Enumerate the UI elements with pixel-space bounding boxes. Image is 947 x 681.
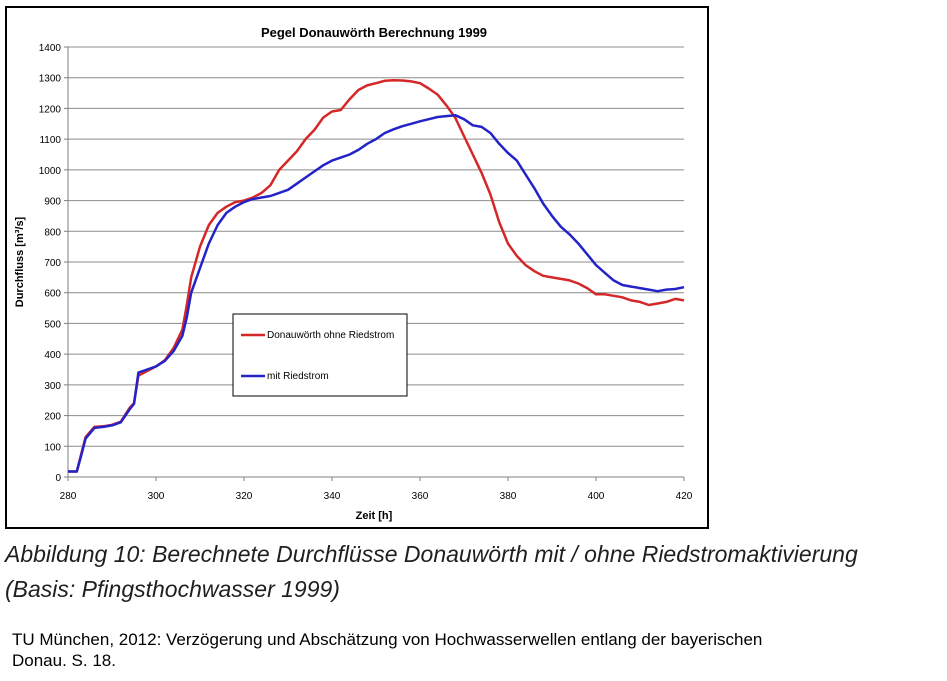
x-tick-label-400: 400 <box>588 491 605 502</box>
chart-title: Pegel Donauwörth Berechnung 1999 <box>261 25 487 40</box>
y-tick-label-500: 500 <box>44 319 61 330</box>
y-tick-label-100: 100 <box>44 442 61 453</box>
y-tick-label-900: 900 <box>44 197 61 208</box>
x-tick-label-360: 360 <box>412 491 429 502</box>
y-tick-label-1000: 1000 <box>39 166 62 177</box>
y-tick-label-700: 700 <box>44 258 61 269</box>
x-tick-label-340: 340 <box>324 491 341 502</box>
x-tick-label-320: 320 <box>236 491 253 502</box>
y-tick-label-600: 600 <box>44 289 61 300</box>
y-tick-label-0: 0 <box>55 473 61 484</box>
x-axis-label: Zeit [h] <box>356 510 393 522</box>
y-tick-label-1100: 1100 <box>39 135 61 146</box>
source-citation-line-1: TU München, 2012: Verzögerung und Abschä… <box>12 630 763 649</box>
series-line-1 <box>68 113 685 473</box>
figure-caption-line-2: (Basis: Pfingsthochwasser 1999) <box>5 576 340 602</box>
chart: 0 100 200 300 400 500 600 700 800 900 1000 1100 1200… <box>14 25 693 522</box>
x-tick-label-280: 280 <box>60 491 77 502</box>
source-citation-line-2: Donau. S. 18. <box>12 651 116 670</box>
y-axis-label: Durchfluss [m³/s] <box>14 216 26 307</box>
y-tick-label-800: 800 <box>44 227 61 238</box>
tick-labels: 0 100 200 300 400 500 600 700 800 900 1000 1100 1200… <box>39 43 693 502</box>
chart-frame: 0 100 200 300 400 500 600 700 800 900 1000 1100 1200… <box>5 6 709 529</box>
legend-entry-ohne-riedstrom: Donauwörth ohne Riedstrom <box>267 330 394 341</box>
y-tick-label-1400: 1400 <box>39 43 62 54</box>
y-tick-label-400: 400 <box>44 350 61 361</box>
y-tick-label-1200: 1200 <box>39 104 62 115</box>
x-tick-label-420: 420 <box>676 491 693 502</box>
legend: Donauwörth ohne Riedstrom mit Riedstrom <box>232 313 408 397</box>
legend-box <box>232 313 408 397</box>
figure-caption-line-1: Abbildung 10: Berechnete Durchflüsse Don… <box>5 541 858 567</box>
axes <box>64 46 685 481</box>
y-tick-label-200: 200 <box>44 412 61 423</box>
series-lines <box>68 78 685 473</box>
x-tick-label-380: 380 <box>500 491 517 502</box>
x-tick-label-300: 300 <box>148 491 165 502</box>
y-tick-label-1300: 1300 <box>39 74 62 85</box>
legend-entry-mit-riedstrom: mit Riedstrom <box>267 371 329 382</box>
y-tick-label-300: 300 <box>44 381 61 392</box>
